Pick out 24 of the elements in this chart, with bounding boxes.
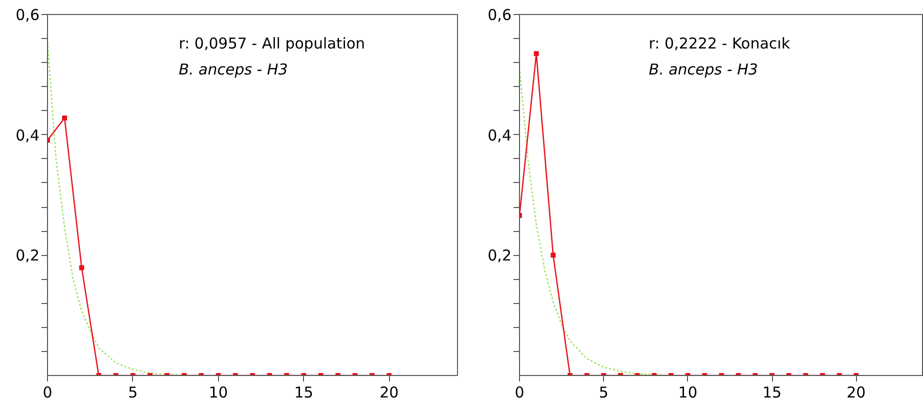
annotation: B. anceps - H3 <box>648 60 758 78</box>
x-tick-label: 20 <box>846 384 866 402</box>
x-tick-label: 0 <box>42 384 52 402</box>
y-tick-label: 0,2 <box>488 246 512 265</box>
x-tick-label: 0 <box>514 384 524 402</box>
y-tick-label: 0,6 <box>488 6 512 24</box>
annotation: r: 0,2222 - Konacık <box>648 34 790 52</box>
y-tick-label: 0,4 <box>16 126 40 144</box>
point <box>550 252 556 258</box>
x-tick-label: 5 <box>598 384 608 402</box>
x-tick-label: 10 <box>208 384 228 402</box>
point <box>62 115 68 120</box>
annotation: B. anceps - H3 <box>178 60 288 78</box>
x-tick-label: 5 <box>128 384 138 402</box>
point <box>534 51 539 56</box>
y-tick-label: 0,4 <box>488 126 512 144</box>
y-tick-label: 0,6 <box>16 6 40 24</box>
x-tick-label: 10 <box>678 384 698 402</box>
x-tick-label: 15 <box>294 384 314 402</box>
point <box>79 265 84 270</box>
x-tick-label: 20 <box>380 384 399 402</box>
y-tick-label: 0,2 <box>16 246 40 265</box>
annotation: r: 0,0957 - All population <box>178 34 366 52</box>
x-tick-label: 15 <box>762 384 782 402</box>
